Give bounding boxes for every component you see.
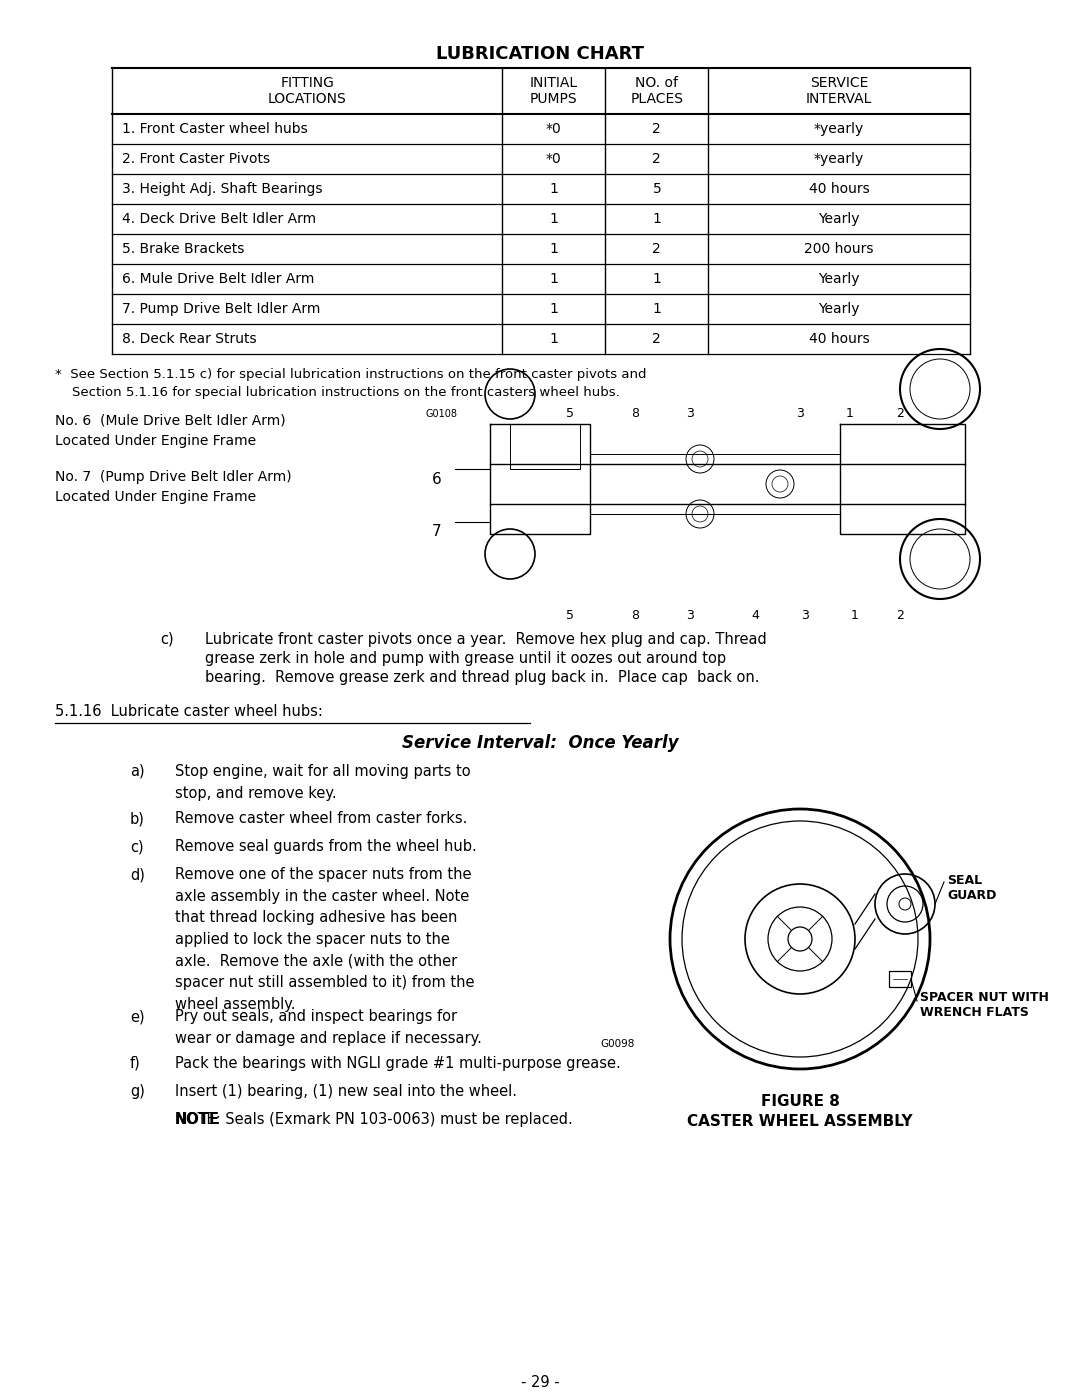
Text: Insert (1) bearing, (1) new seal into the wheel.: Insert (1) bearing, (1) new seal into th… (175, 1084, 517, 1099)
Text: Located Under Engine Frame: Located Under Engine Frame (55, 434, 256, 448)
Text: 7. Pump Drive Belt Idler Arm: 7. Pump Drive Belt Idler Arm (122, 302, 321, 316)
Text: Remove one of the spacer nuts from the
axle assembly in the caster wheel. Note
t: Remove one of the spacer nuts from the a… (175, 868, 474, 1011)
Text: Yearly: Yearly (819, 302, 860, 316)
Text: SPACER NUT WITH
WRENCH FLATS: SPACER NUT WITH WRENCH FLATS (920, 990, 1049, 1018)
Text: SERVICE
INTERVAL: SERVICE INTERVAL (806, 75, 873, 106)
Text: SEAL
GUARD: SEAL GUARD (947, 875, 997, 902)
Text: c): c) (160, 631, 174, 647)
Text: 2: 2 (896, 609, 904, 622)
Text: 1: 1 (550, 332, 558, 346)
Text: CASTER WHEEL ASSEMBLY: CASTER WHEEL ASSEMBLY (687, 1113, 913, 1129)
Text: d): d) (130, 868, 145, 882)
Text: LUBRICATION CHART: LUBRICATION CHART (436, 45, 644, 63)
Text: 8: 8 (631, 609, 639, 622)
Text: 6. Mule Drive Belt Idler Arm: 6. Mule Drive Belt Idler Arm (122, 272, 314, 286)
Text: Stop engine, wait for all moving parts to
stop, and remove key.: Stop engine, wait for all moving parts t… (175, 764, 471, 800)
Text: 8. Deck Rear Struts: 8. Deck Rear Struts (122, 332, 257, 346)
Text: 5: 5 (566, 407, 573, 420)
Text: 5.1.16  Lubricate caster wheel hubs:: 5.1.16 Lubricate caster wheel hubs: (55, 704, 323, 719)
Text: *yearly: *yearly (814, 152, 864, 166)
Text: FIGURE 8: FIGURE 8 (760, 1094, 839, 1109)
Text: *  See Section 5.1.15 c) for special lubrication instructions on the front caste: * See Section 5.1.15 c) for special lubr… (55, 367, 647, 381)
Text: 6: 6 (432, 472, 442, 488)
Text: a): a) (130, 764, 145, 780)
Text: 2: 2 (896, 407, 904, 420)
Text: grease zerk in hole and pump with grease until it oozes out around top: grease zerk in hole and pump with grease… (205, 651, 726, 666)
Text: b): b) (130, 812, 145, 826)
Text: 1: 1 (550, 302, 558, 316)
Text: No. 7  (Pump Drive Belt Idler Arm): No. 7 (Pump Drive Belt Idler Arm) (55, 469, 292, 483)
Text: 5: 5 (566, 609, 573, 622)
Text: NO. of
PLACES: NO. of PLACES (631, 75, 684, 106)
Text: INITIAL
PUMPS: INITIAL PUMPS (530, 75, 578, 106)
Text: 1: 1 (652, 272, 661, 286)
Text: 1: 1 (550, 242, 558, 256)
Text: Pry out seals, and inspect bearings for
wear or damage and replace if necessary.: Pry out seals, and inspect bearings for … (175, 1009, 482, 1045)
Text: 8: 8 (631, 407, 639, 420)
Text: Yearly: Yearly (819, 272, 860, 286)
Text: 1: 1 (652, 302, 661, 316)
Text: 2: 2 (652, 152, 661, 166)
Text: 3: 3 (686, 407, 694, 420)
Text: 200 hours: 200 hours (805, 242, 874, 256)
Text: Section 5.1.16 for special lubrication instructions on the front casters wheel h: Section 5.1.16 for special lubrication i… (72, 386, 620, 400)
Text: *0: *0 (546, 122, 562, 136)
Text: 1: 1 (652, 212, 661, 226)
Text: 3: 3 (796, 407, 804, 420)
Text: - 29 -: - 29 - (521, 1375, 559, 1390)
Text: 1. Front Caster wheel hubs: 1. Front Caster wheel hubs (122, 122, 308, 136)
Text: 1: 1 (846, 407, 854, 420)
Text: 5. Brake Brackets: 5. Brake Brackets (122, 242, 244, 256)
Text: 40 hours: 40 hours (809, 182, 869, 196)
Text: 1: 1 (851, 609, 859, 622)
Text: FITTING
LOCATIONS: FITTING LOCATIONS (268, 75, 347, 106)
Text: g): g) (130, 1084, 145, 1099)
Text: 4: 4 (751, 609, 759, 622)
Text: bearing.  Remove grease zerk and thread plug back in.  Place cap  back on.: bearing. Remove grease zerk and thread p… (205, 671, 759, 685)
Text: 1: 1 (550, 212, 558, 226)
Text: Located Under Engine Frame: Located Under Engine Frame (55, 490, 256, 504)
Text: 3. Height Adj. Shaft Bearings: 3. Height Adj. Shaft Bearings (122, 182, 323, 196)
Text: 4. Deck Drive Belt Idler Arm: 4. Deck Drive Belt Idler Arm (122, 212, 316, 226)
Text: 3: 3 (801, 609, 809, 622)
Bar (889, 971, 912, 988)
Text: 5: 5 (652, 182, 661, 196)
Text: 1: 1 (550, 182, 558, 196)
Text: No. 6  (Mule Drive Belt Idler Arm): No. 6 (Mule Drive Belt Idler Arm) (55, 414, 285, 427)
Text: Remove caster wheel from caster forks.: Remove caster wheel from caster forks. (175, 812, 468, 826)
Text: c): c) (130, 840, 144, 854)
Text: *0: *0 (546, 152, 562, 166)
Text: 2: 2 (652, 242, 661, 256)
Text: Lubricate front caster pivots once a year.  Remove hex plug and cap. Thread: Lubricate front caster pivots once a yea… (205, 631, 767, 647)
Text: 40 hours: 40 hours (809, 332, 869, 346)
Text: 7: 7 (432, 524, 442, 539)
Text: Remove seal guards from the wheel hub.: Remove seal guards from the wheel hub. (175, 840, 476, 854)
Text: 3: 3 (686, 609, 694, 622)
Text: 1: 1 (550, 272, 558, 286)
Text: f): f) (130, 1056, 140, 1071)
Text: 2: 2 (652, 332, 661, 346)
Text: Pack the bearings with NGLI grade #1 multi-purpose grease.: Pack the bearings with NGLI grade #1 mul… (175, 1056, 621, 1071)
Text: 2. Front Caster Pivots: 2. Front Caster Pivots (122, 152, 270, 166)
Text: e): e) (130, 1009, 145, 1024)
Text: NOTE: Seals (Exmark PN 103-0063) must be replaced.: NOTE: Seals (Exmark PN 103-0063) must be… (175, 1112, 572, 1127)
Text: G0098: G0098 (600, 1039, 634, 1049)
Text: *yearly: *yearly (814, 122, 864, 136)
Text: 2: 2 (652, 122, 661, 136)
Text: NOTE: NOTE (175, 1112, 220, 1127)
Text: Yearly: Yearly (819, 212, 860, 226)
Text: Service Interval:  Once Yearly: Service Interval: Once Yearly (402, 733, 678, 752)
Text: G0108: G0108 (426, 409, 457, 419)
